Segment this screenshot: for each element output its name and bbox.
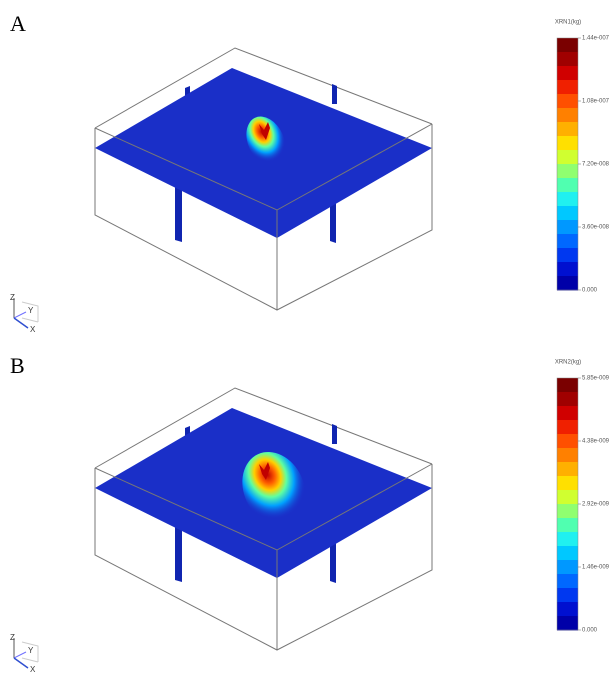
- colorbar-band: [557, 52, 578, 67]
- colorbar-band: [557, 574, 578, 589]
- colorbar-band: [557, 490, 578, 505]
- panel-label: A: [10, 11, 26, 36]
- colorbar-tick-label: 0.000: [582, 288, 598, 294]
- box-edge: [94, 387, 433, 469]
- slice: [332, 84, 337, 104]
- plume: [242, 451, 306, 526]
- colorbar-band: [557, 164, 578, 179]
- colorbar-band: [557, 276, 578, 291]
- colorbar-tick-label: 2.92e-009: [582, 502, 610, 508]
- colorbar-band: [557, 532, 578, 547]
- axis-x: [13, 657, 29, 669]
- colorbar-band: [557, 108, 578, 123]
- panel: B Z Y X XRN2(kg) 5.85e-009 4.38e-009 2.92e-009 1…: [10, 353, 610, 674]
- axis-label: X: [30, 325, 36, 334]
- panel: A Z Y X XRN1(kg) 1.44e-007 1.08e-007 7.20e-008 3…: [10, 11, 610, 334]
- colorbar-band: [557, 178, 578, 193]
- axis-y: [13, 651, 27, 659]
- colorbar-band: [557, 392, 578, 407]
- axis-label: X: [30, 665, 36, 674]
- colorbar-tick-label: 1.46e-009: [582, 565, 610, 571]
- colorbar-band: [557, 406, 578, 421]
- axis-box: [21, 301, 39, 323]
- axis-label: Y: [28, 646, 34, 655]
- colorbar-band: [557, 192, 578, 207]
- colorbar-band: [557, 136, 578, 151]
- colorbar-tick-label: 1.44e-007: [582, 36, 610, 42]
- colorbar-band: [557, 262, 578, 277]
- colorbar-band: [557, 80, 578, 95]
- colorbar-band: [557, 420, 578, 435]
- colorbar-band: [557, 560, 578, 575]
- colorbar-band: [557, 94, 578, 109]
- colorbar-band: [557, 150, 578, 165]
- colorbar-band: [557, 66, 578, 81]
- colorbar-band: [557, 504, 578, 519]
- axis-label: Y: [28, 306, 34, 315]
- axis-y: [13, 311, 27, 319]
- plume-core: [259, 462, 270, 480]
- colorbar-band: [557, 476, 578, 491]
- colorbar-band: [557, 588, 578, 603]
- colorbar-band: [557, 234, 578, 249]
- colorbar-title: XRN2(kg): [555, 360, 581, 366]
- colorbar-tick-label: 3.60e-008: [582, 225, 610, 231]
- plume: [246, 116, 286, 167]
- colorbar-band: [557, 206, 578, 221]
- colorbar-band: [557, 616, 578, 631]
- colorbar-band: [557, 38, 578, 53]
- colorbar-tick-label: 1.08e-007: [582, 99, 610, 105]
- slice: [332, 424, 337, 444]
- axis-x: [13, 317, 29, 329]
- colorbar-tick-label: 4.38e-009: [582, 439, 610, 445]
- colorbar-band: [557, 462, 578, 477]
- colorbar-title: XRN1(kg): [555, 20, 581, 26]
- colorbar-tick-label: 7.20e-008: [582, 162, 610, 168]
- plume-core: [259, 122, 270, 140]
- box-edge: [94, 47, 433, 129]
- colorbar-band: [557, 434, 578, 449]
- colorbar-band: [557, 546, 578, 561]
- colorbar-band: [557, 248, 578, 263]
- panel-label: B: [10, 353, 25, 378]
- axis-label: Z: [10, 293, 15, 302]
- colorbar-tick-label: 0.000: [582, 628, 598, 634]
- axis-label: Z: [10, 633, 15, 642]
- colorbar-band: [557, 220, 578, 235]
- axis-box: [21, 641, 39, 663]
- colorbar-tick-label: 5.85e-009: [582, 376, 610, 382]
- colorbar-band: [557, 122, 578, 137]
- colorbar-band: [557, 602, 578, 617]
- colorbar-band: [557, 378, 578, 393]
- colorbar-band: [557, 448, 578, 463]
- colorbar-band: [557, 518, 578, 533]
